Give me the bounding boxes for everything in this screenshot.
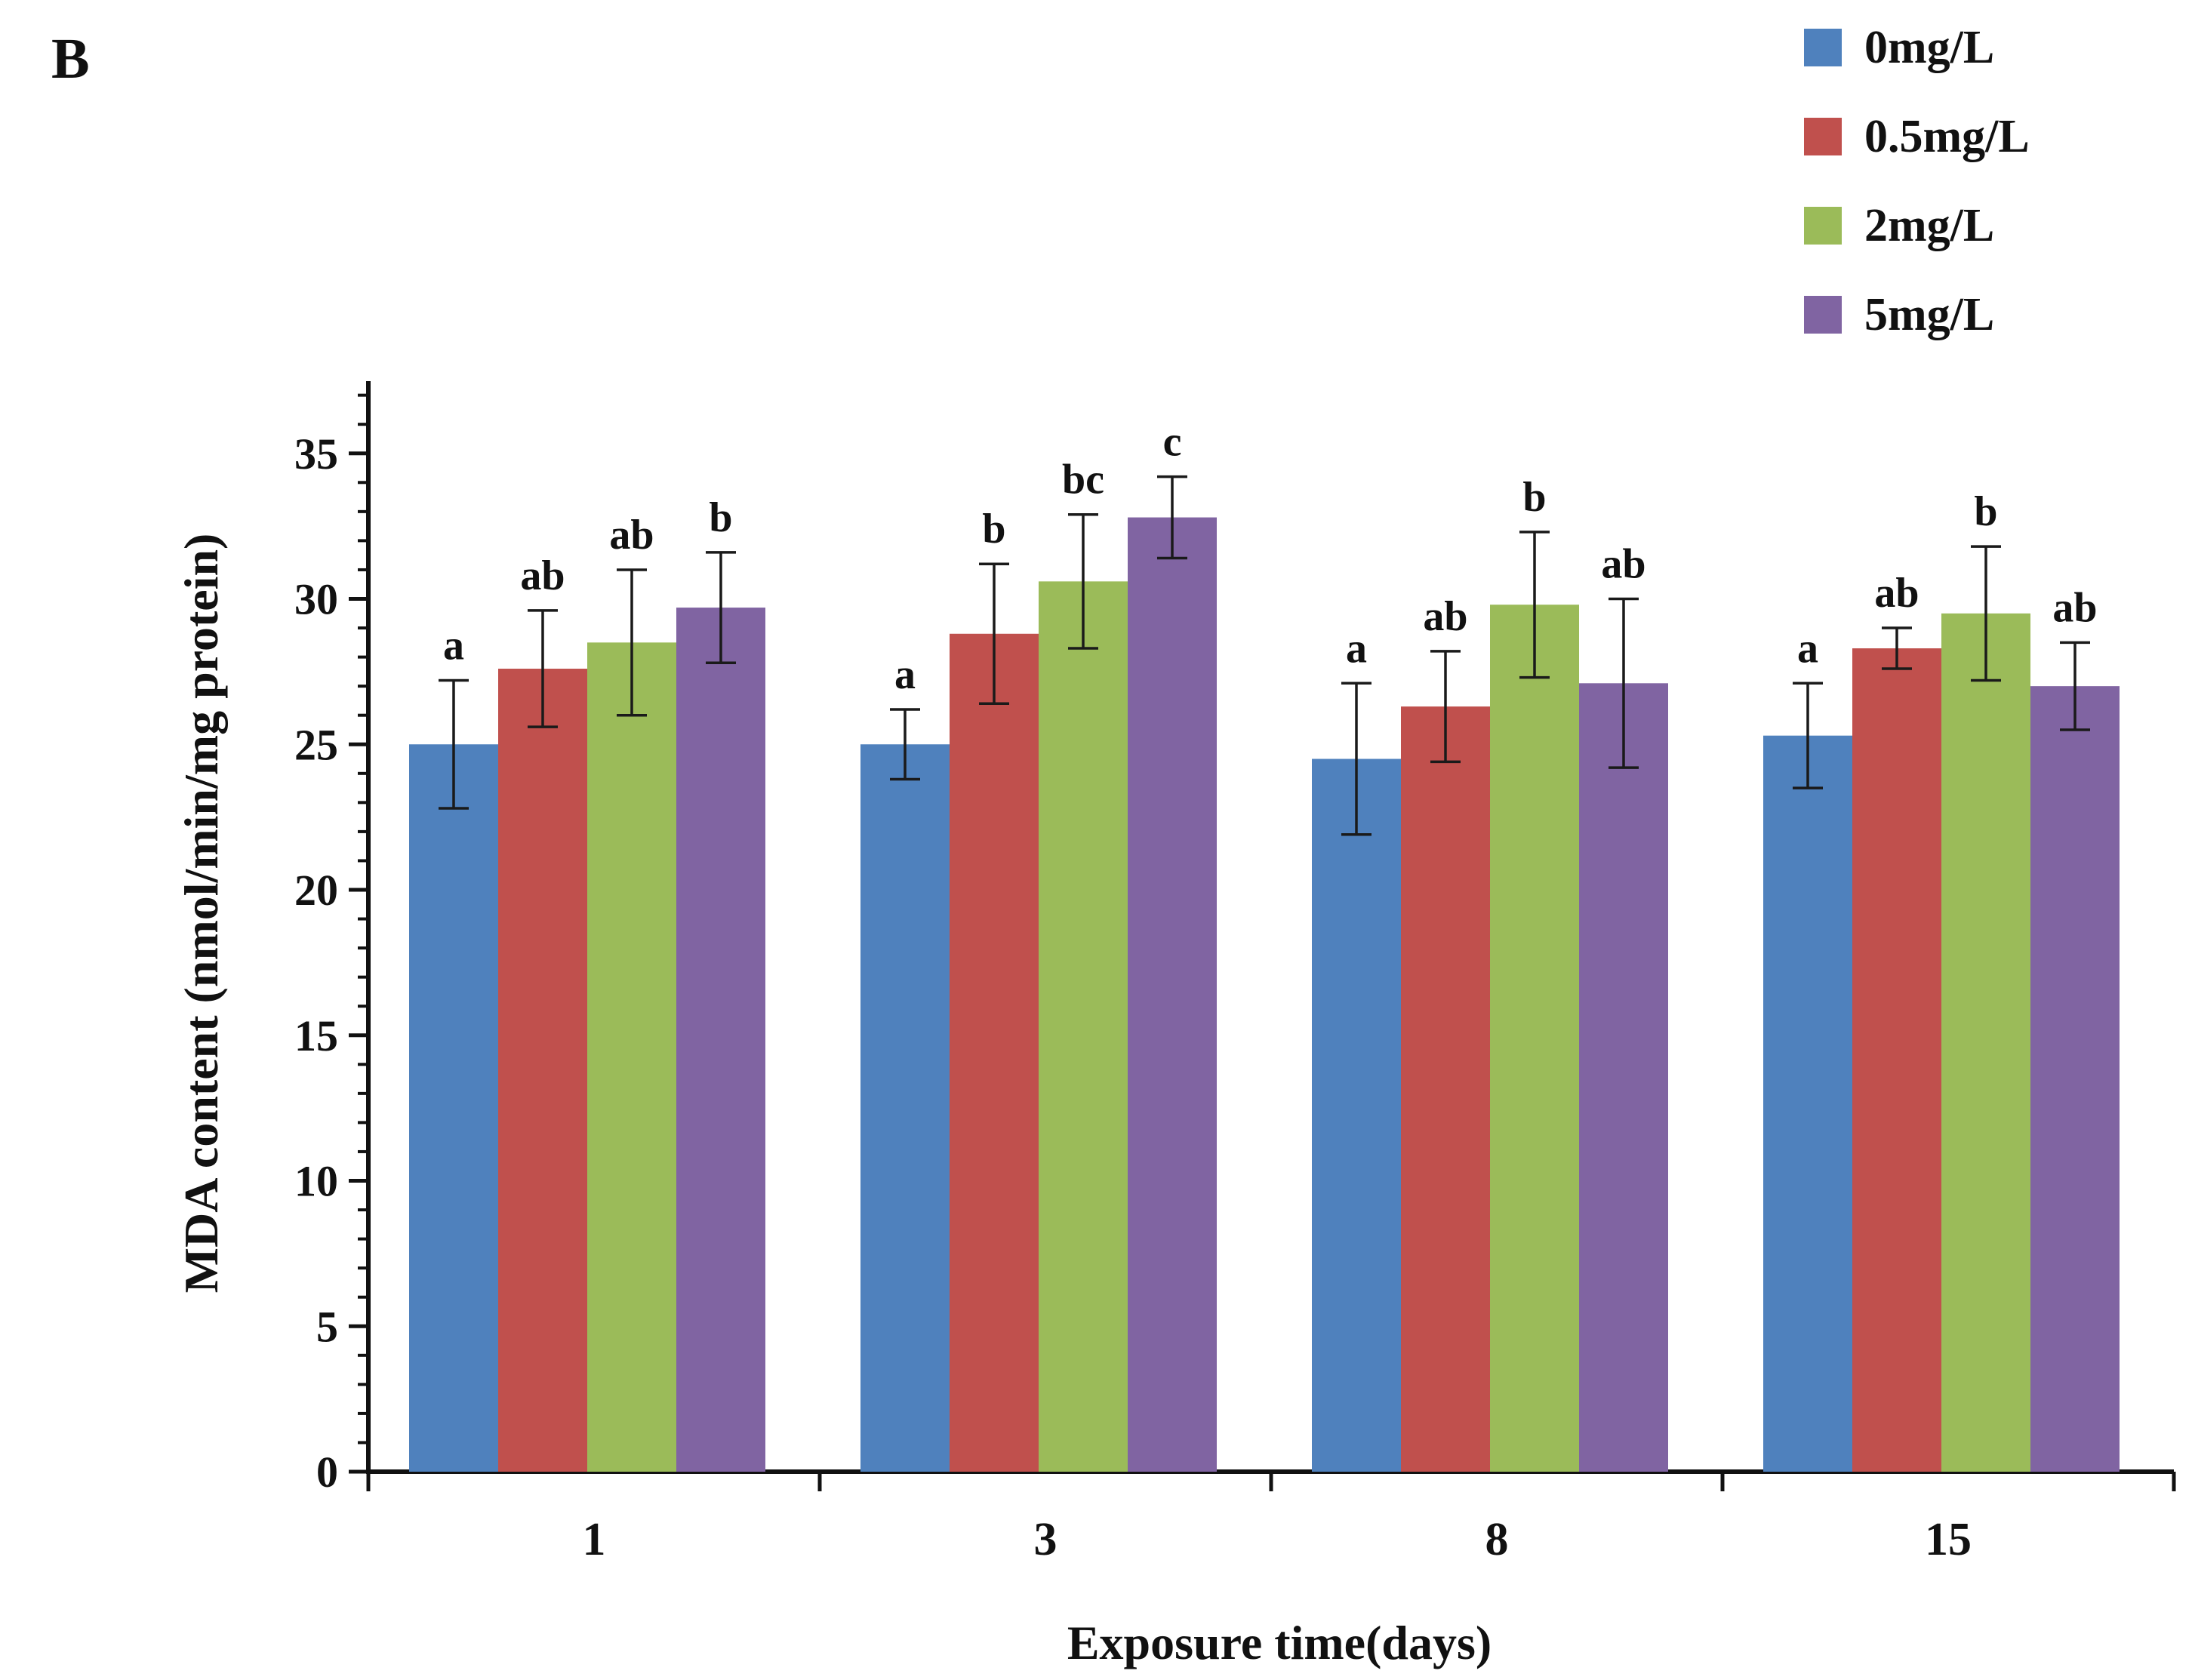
x-tick-label: 1 [583,1514,606,1565]
y-tick-label: 10 [294,1157,338,1206]
error-bar [1882,626,1912,670]
significance-label: ab [1601,541,1645,588]
bar [1401,706,1490,1472]
bar [2030,686,2120,1472]
legend-swatch [1804,296,1842,334]
error-bar [617,568,647,717]
legend-item: 0.5mg/L [1804,111,2030,162]
error-bar [1341,682,1371,836]
legend-swatch [1804,29,1842,66]
bar [409,744,498,1472]
significance-label: b [709,494,732,541]
significance-label: b [1522,474,1546,521]
x-tick-label: 8 [1485,1514,1509,1565]
y-axis-title: MDA content (nmol/min/mg protein) [174,534,228,1294]
significance-label: bc [1062,457,1104,503]
legend-item: 0mg/L [1804,22,1994,73]
bar [1763,735,1852,1472]
y-tick-label: 5 [316,1302,338,1351]
bar [1852,648,1941,1472]
error-bar [979,562,1009,706]
bar [587,642,676,1472]
bars [409,517,2120,1472]
x-tick-label: 15 [1925,1514,1972,1565]
legend-swatch [1804,207,1842,245]
significance-label: ab [1874,570,1919,617]
significance-label: ab [520,552,565,599]
y-tick-label: 15 [294,1011,338,1060]
error-bar [2060,641,2090,731]
legend-item: 5mg/L [1804,289,1994,340]
error-bar [528,609,558,728]
bar [498,669,587,1472]
legend-label: 0.5mg/L [1864,111,2030,162]
legend-item: 2mg/L [1804,200,1994,251]
significance-label: ab [2052,584,2097,631]
error-bars [439,475,2090,836]
bar [1312,758,1401,1472]
legend-swatch [1804,118,1842,155]
panel-label: B [51,27,90,91]
legend: 0mg/L 0.5mg/L 2mg/L 5mg/L [1804,22,2030,340]
error-bar [890,708,920,781]
significance-label: a [1797,625,1818,672]
error-bar [1430,650,1461,764]
significance-label: b [982,506,1005,552]
significance-label: c [1163,419,1182,466]
significance-label: a [443,622,464,669]
y-tick-label: 20 [294,866,338,915]
significance-label: a [894,651,916,698]
error-bar [1609,597,1639,769]
significance-label: b [1974,488,1997,535]
bar [1039,581,1128,1472]
x-axis: 1 3 8 15 [366,1469,2176,1565]
error-bar [439,678,469,810]
bar [1941,613,2030,1472]
bar [860,744,950,1472]
error-bar [1519,531,1550,679]
legend-label: 5mg/L [1864,289,1994,340]
significance-label: ab [1423,593,1467,640]
error-bar [1157,475,1187,560]
error-bar [1971,545,2001,682]
significance-label: a [1346,625,1367,672]
bar [950,633,1039,1472]
error-bar [1793,682,1823,789]
bar [1490,605,1579,1472]
error-bar [706,551,736,665]
legend-label: 0mg/L [1864,22,1994,73]
bar [1128,517,1217,1472]
y-tick-label: 0 [316,1448,338,1497]
y-tick-label: 30 [294,575,338,624]
error-bar [1068,512,1098,650]
x-tick-label: 3 [1034,1514,1057,1565]
legend-label: 2mg/L [1864,200,1994,251]
y-tick-label: 25 [294,720,338,769]
significance-label: ab [609,512,654,558]
x-axis-title: Exposure time(days) [1067,1616,1492,1669]
bar [1579,683,1668,1472]
y-tick-label: 35 [294,429,338,478]
bar [676,608,765,1472]
y-axis: 0 5 10 15 20 25 30 35 [294,381,371,1497]
